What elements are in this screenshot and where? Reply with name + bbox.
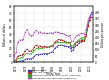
X-axis label: Fiscal Year: Fiscal Year <box>46 72 60 76</box>
Legend: Nominal cost, Real cost (2011$), Nominal benefits per Participant (right axis), : Nominal cost, Real cost (2011$), Nominal… <box>28 70 81 79</box>
Y-axis label: Dollars per person: Dollars per person <box>101 22 105 47</box>
Y-axis label: Billions of dollars: Billions of dollars <box>3 23 7 46</box>
